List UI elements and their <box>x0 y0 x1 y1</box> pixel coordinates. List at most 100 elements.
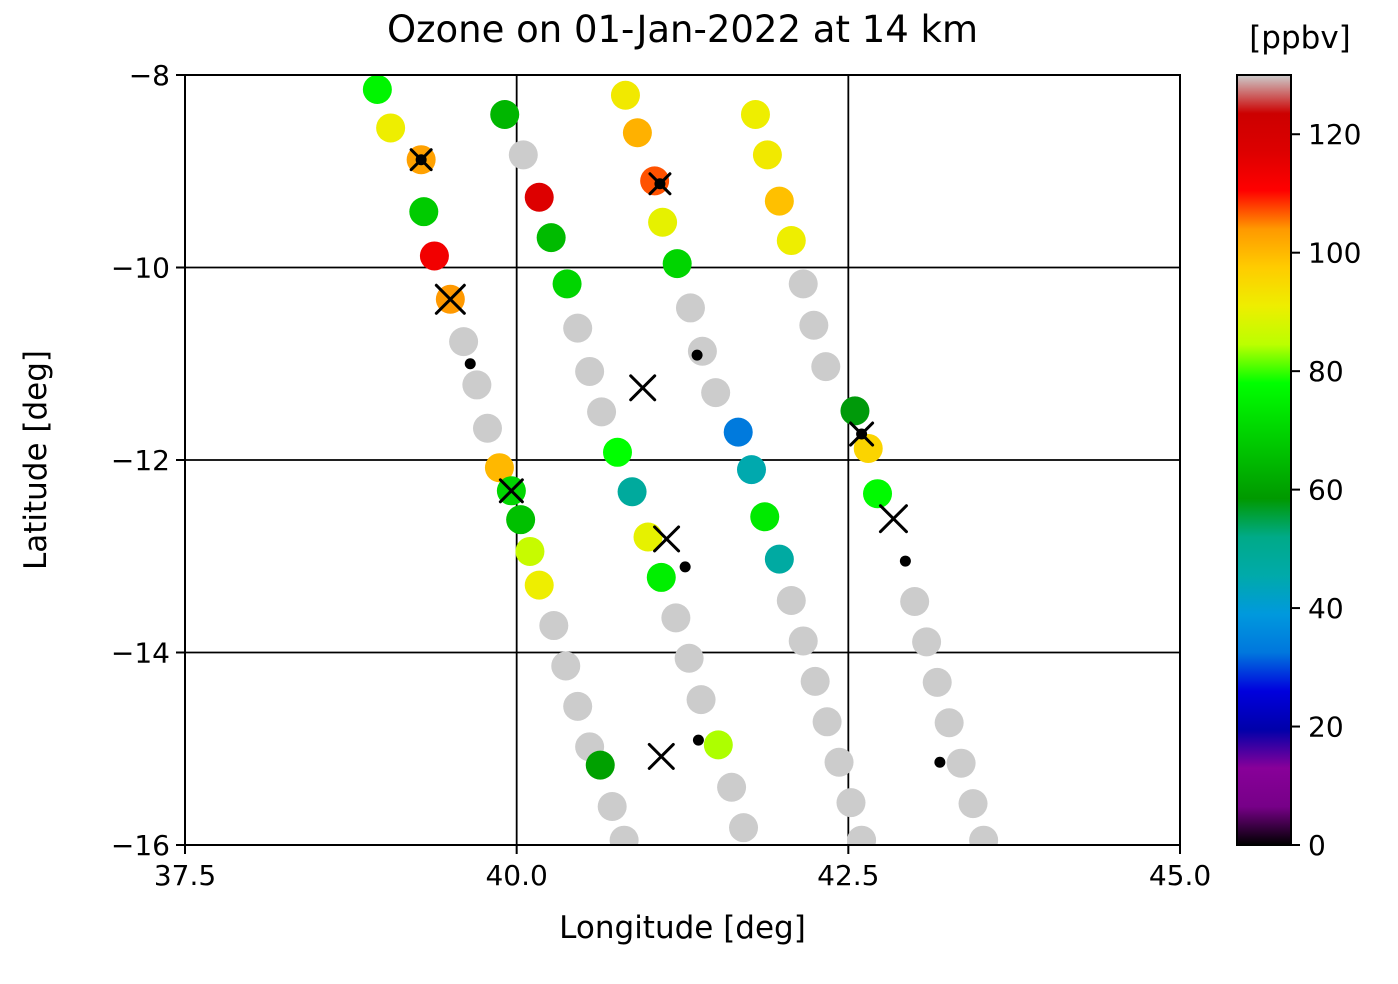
small-dot-marker <box>679 561 691 573</box>
ozone-point <box>524 182 554 212</box>
missing-point <box>701 378 731 408</box>
ozone-point <box>776 226 806 256</box>
x-axis-ticks: 37.5 40.0 42.5 45.0 <box>154 845 1211 892</box>
small-dot-marker <box>691 349 703 361</box>
ozone-point <box>376 113 406 143</box>
ozone-point <box>662 249 692 279</box>
missing-point <box>472 413 502 443</box>
ozone-point <box>648 207 678 237</box>
missing-point <box>563 313 593 343</box>
ozone-point <box>703 730 733 760</box>
missing-point <box>788 626 818 656</box>
missing-point <box>717 772 747 802</box>
colorbar-tick-label: 0 <box>1308 829 1326 862</box>
y-tick-label: −10 <box>111 252 170 285</box>
ozone-point <box>552 269 582 299</box>
colorbar-tick-label: 40 <box>1308 592 1344 625</box>
small-dot-marker <box>899 555 911 567</box>
missing-point <box>674 643 704 673</box>
missing-point <box>800 666 830 696</box>
chart-title: Ozone on 01-Jan-2022 at 14 km <box>386 8 979 51</box>
missing-point <box>776 586 806 616</box>
ozone-point <box>764 544 794 574</box>
colorbar-border <box>1236 74 1292 846</box>
x-marker <box>434 283 466 315</box>
ozone-point <box>840 396 870 426</box>
colorbar-tick-label: 60 <box>1308 474 1344 507</box>
small-dot-marker <box>692 734 704 746</box>
missing-point <box>729 813 759 843</box>
missing-point <box>539 611 569 641</box>
colorbar-tick-label: 100 <box>1308 237 1361 270</box>
gridlines <box>185 75 1180 845</box>
ozone-point <box>633 522 663 552</box>
x-tick-label: 37.5 <box>154 859 216 892</box>
x-axis-label: Longitude [deg] <box>559 910 806 946</box>
ozone-point <box>409 197 439 227</box>
ozone-point <box>617 477 647 507</box>
y-tick-label: −16 <box>111 829 170 862</box>
small-dot-marker <box>415 154 427 166</box>
missing-point <box>824 747 854 777</box>
ozone-point <box>506 505 536 535</box>
missing-point <box>799 310 829 340</box>
small-dot-marker <box>856 428 868 440</box>
y-tick-label: −12 <box>111 444 170 477</box>
missing-point <box>958 789 988 819</box>
colorbar-tick-label: 120 <box>1308 118 1361 151</box>
missing-point <box>551 651 581 681</box>
missing-point <box>563 691 593 721</box>
missing-point <box>687 336 717 366</box>
x-marker <box>653 525 681 553</box>
missing-point <box>969 825 999 845</box>
y-tick-label: −8 <box>129 59 170 92</box>
small-dot-marker <box>934 756 946 768</box>
missing-point <box>836 788 866 818</box>
ozone-point <box>750 502 780 532</box>
missing-point <box>912 627 942 657</box>
ozone-point <box>524 570 554 600</box>
missing-point <box>587 397 617 427</box>
ozone-point <box>863 479 893 509</box>
missing-point <box>597 792 627 821</box>
missing-point <box>946 748 976 778</box>
ozone-point <box>723 417 753 447</box>
missing-point <box>686 685 716 715</box>
ozone-point <box>740 99 770 129</box>
ozone-point <box>484 453 514 483</box>
ozone-point <box>490 99 520 129</box>
ozone-point <box>419 241 449 271</box>
x-tick-label: 40.0 <box>485 859 547 892</box>
ozone-point <box>602 437 632 467</box>
colorbar-gradient <box>1237 75 1291 845</box>
ozone-point <box>646 562 676 592</box>
missing-point <box>609 825 639 845</box>
cross-markers-layer <box>409 148 908 770</box>
small-dots-layer <box>415 154 946 768</box>
ozone-point <box>764 186 794 216</box>
missing-point <box>900 586 930 616</box>
missing-point <box>675 293 705 323</box>
x-tick-label: 45.0 <box>1149 859 1211 892</box>
small-dot-marker <box>654 178 666 190</box>
ozone-point <box>610 80 640 110</box>
missing-point <box>575 356 605 386</box>
colorbar-tick-label: 80 <box>1308 355 1344 388</box>
small-dot-marker <box>464 358 476 370</box>
x-marker <box>878 504 908 534</box>
missing-point <box>922 667 952 697</box>
ozone-point <box>853 433 883 463</box>
ozone-point <box>622 118 652 148</box>
ozone-point <box>536 223 566 253</box>
missing-point <box>449 327 479 357</box>
missing-point <box>811 352 841 382</box>
missing-point <box>812 707 842 737</box>
ozone-point <box>752 140 782 170</box>
x-marker <box>498 478 524 504</box>
ozone-point <box>736 455 766 485</box>
y-axis-ticks: −8 −10 −12 −14 −16 <box>111 59 185 862</box>
colorbar-label: [ppbv] <box>1249 20 1351 56</box>
missing-point <box>847 825 877 845</box>
